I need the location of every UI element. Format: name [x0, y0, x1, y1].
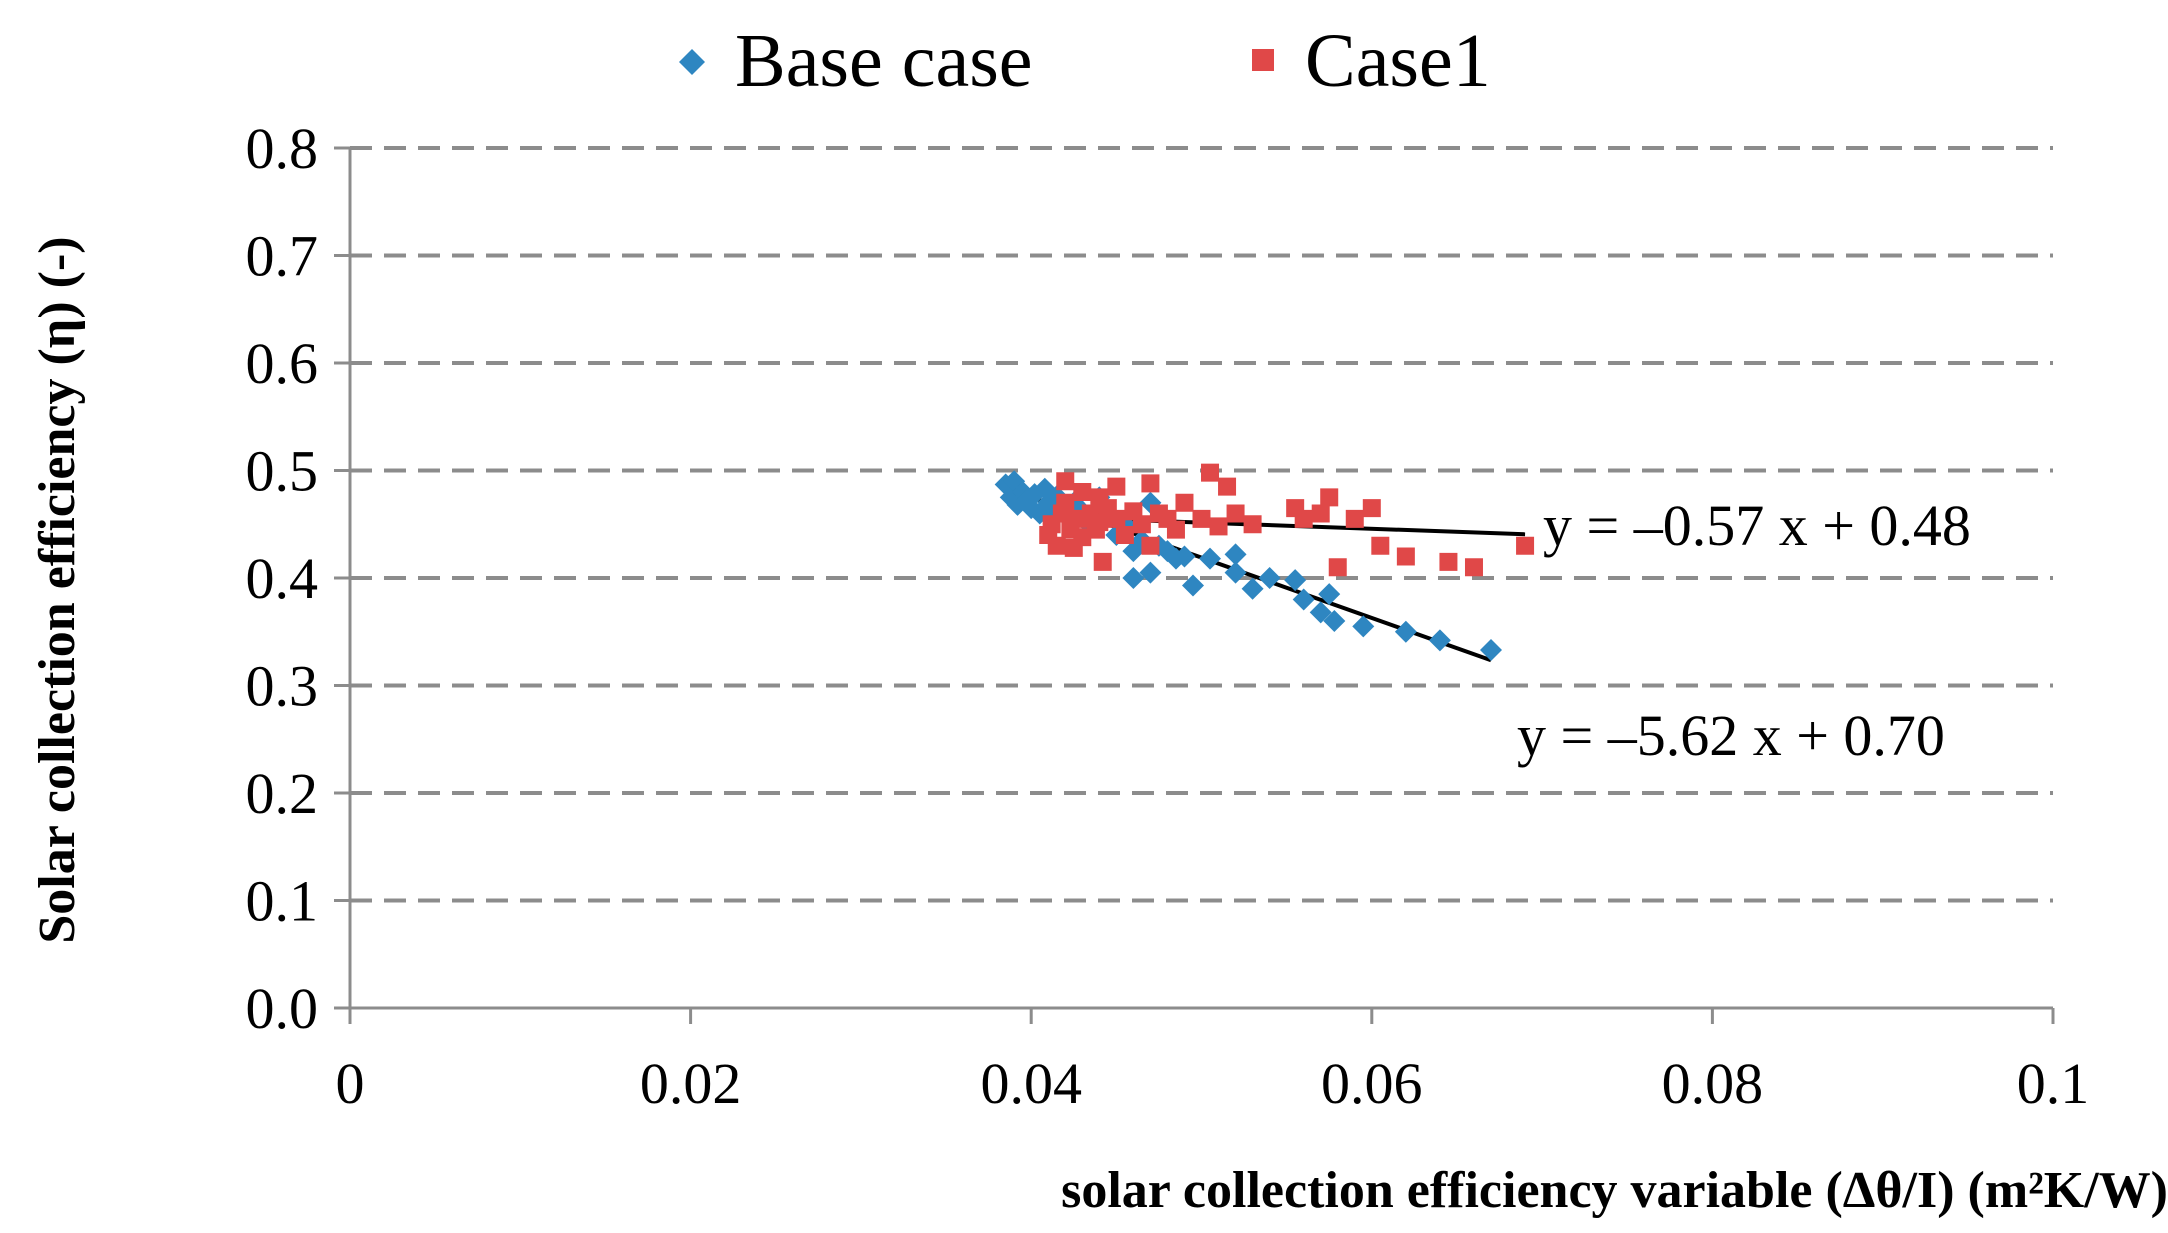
trendline-equation-case1: y = –0.57 x + 0.48: [1543, 493, 1971, 558]
point-case1-38: [1328, 558, 1347, 577]
point-base-case-26: [1139, 561, 1162, 584]
legend: Base case Case1: [679, 19, 1491, 103]
point-base-case-45: [1480, 639, 1503, 662]
legend-label-case1: Case1: [1305, 19, 1491, 103]
point-case1-39: [1345, 509, 1364, 528]
point-case1-18: [1107, 509, 1126, 528]
point-case1-2: [1047, 536, 1066, 555]
point-base-case-33: [1224, 543, 1247, 566]
legend-marker-case1: [1252, 49, 1274, 71]
trendline-equation-base-case: y = –5.62 x + 0.70: [1517, 703, 1945, 768]
point-case1-27: [1175, 493, 1194, 512]
x-tick-label-2: 0.04: [980, 1051, 1082, 1116]
point-base-case-31: [1181, 574, 1204, 597]
point-base-case-37: [1284, 569, 1307, 592]
point-case1-29: [1201, 463, 1220, 482]
point-case1-40: [1362, 499, 1381, 518]
point-case1-41: [1371, 536, 1390, 555]
legend-item-base-case[interactable]: Base case: [679, 19, 1033, 103]
point-case1-5: [1056, 493, 1075, 512]
point-base-case-36: [1258, 567, 1281, 589]
point-base-case-35: [1241, 577, 1264, 600]
x-tick-label-1: 0.02: [640, 1051, 742, 1116]
point-base-case-3: [1006, 493, 1029, 516]
point-case1-36: [1311, 504, 1330, 523]
point-case1-44: [1464, 558, 1483, 577]
point-case1-30: [1209, 517, 1228, 536]
point-case1-14: [1090, 513, 1109, 532]
point-case1-21: [1132, 515, 1151, 534]
y-tick-label-3: 0.3: [246, 654, 319, 719]
x-tick-label-3: 0.06: [1321, 1051, 1423, 1116]
point-case1-23: [1141, 536, 1160, 555]
point-case1-15: [1093, 552, 1112, 571]
point-case1-37: [1320, 488, 1339, 507]
point-base-case-42: [1352, 615, 1375, 638]
point-case1-42: [1396, 547, 1415, 566]
point-case1-4: [1056, 472, 1075, 491]
tick-labels: 0.0 0.1 0.2 0.3 0.4 0.5 0.6 0.7 0.8 0 0.02 0.04 0.06…: [246, 116, 2090, 1116]
y-tick-label-5: 0.5: [246, 439, 319, 504]
legend-item-case1[interactable]: Case1: [1252, 19, 1491, 103]
point-case1-45: [1516, 536, 1535, 555]
point-case1-33: [1243, 515, 1262, 534]
point-case1-32: [1226, 504, 1245, 523]
point-base-case-4: [1011, 481, 1034, 503]
x-tick-label-0: 0: [336, 1051, 365, 1116]
point-base-case-30: [1173, 545, 1196, 568]
point-case1-10: [1073, 528, 1092, 547]
point-base-case-34: [1224, 561, 1247, 584]
point-case1-22: [1141, 474, 1160, 493]
point-base-case-23: [1122, 567, 1145, 589]
y-tick-label-4: 0.4: [246, 546, 319, 611]
point-base-case-40: [1318, 583, 1341, 606]
axes: [334, 146, 2055, 1024]
x-axis-title: solar collection efficiency variable (Δθ…: [1061, 1162, 2168, 1219]
point-case1-28: [1192, 509, 1211, 528]
point-base-case-32: [1199, 547, 1222, 570]
point-case1-35: [1294, 509, 1313, 528]
y-tick-label-6: 0.6: [246, 331, 319, 396]
y-tick-label-1: 0.1: [246, 869, 319, 934]
point-case1-31: [1218, 477, 1237, 496]
point-base-case-43: [1394, 620, 1417, 643]
point-case1-19: [1115, 526, 1134, 544]
legend-marker-base-case: [679, 49, 705, 75]
point-base-case-39: [1309, 601, 1332, 624]
point-base-case-38: [1292, 588, 1315, 611]
y-tick-label-0: 0.0: [246, 976, 319, 1041]
y-tick-label-2: 0.2: [246, 761, 319, 826]
y-tick-label-8: 0.8: [246, 116, 319, 181]
point-case1-26: [1166, 520, 1185, 539]
y-axis-title: Solar collection efficiency (η) (-): [29, 236, 86, 943]
legend-label-base-case: Base case: [735, 19, 1033, 103]
point-case1-43: [1439, 552, 1458, 571]
x-tick-label-4: 0.08: [1662, 1051, 1764, 1116]
point-case1-9: [1073, 483, 1092, 501]
point-base-case-44: [1428, 629, 1451, 652]
x-tick-label-5: 0.1: [2017, 1051, 2090, 1116]
point-case1-17: [1107, 477, 1126, 496]
point-base-case-2: [1003, 470, 1026, 493]
y-tick-label-7: 0.7: [246, 224, 319, 289]
point-base-case-41: [1323, 610, 1346, 632]
data-points: [994, 463, 1535, 662]
